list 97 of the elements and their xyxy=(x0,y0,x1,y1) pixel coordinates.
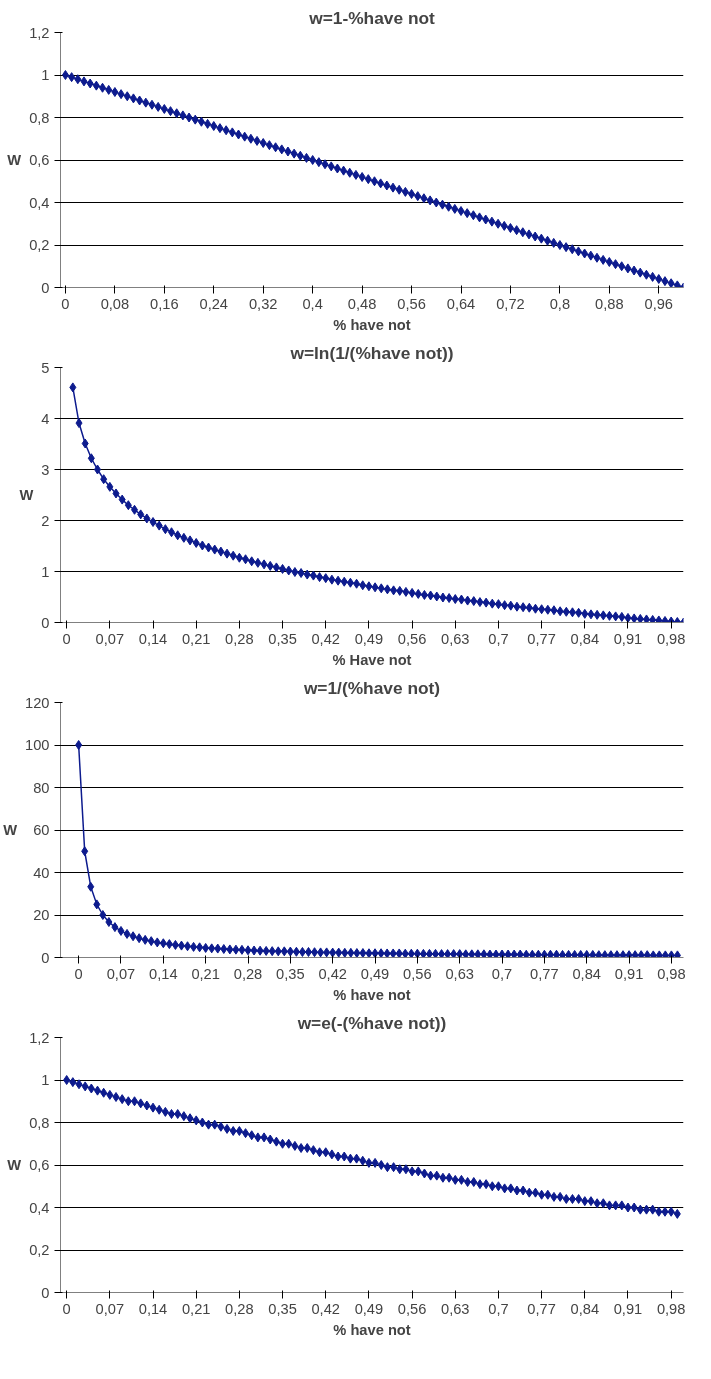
x-tick-label: 0,35 xyxy=(268,630,297,647)
y-tick-label: 20 xyxy=(33,907,50,923)
chart-title: w=ln(1/(%have not)) xyxy=(289,342,454,363)
y-tick-label: 3 xyxy=(41,461,50,478)
x-tick-label: 0,77 xyxy=(530,965,559,982)
y-axis-title: W xyxy=(19,487,34,503)
x-tick-label: 0,84 xyxy=(570,630,600,647)
y-axis-title: W xyxy=(7,152,22,168)
x-tick-label: 0,07 xyxy=(106,965,136,982)
x-tick-label: 0,14 xyxy=(138,630,168,647)
x-tick-label: 0,28 xyxy=(233,965,263,982)
x-tick-label: 0,14 xyxy=(138,1300,168,1317)
x-tick-label: 0,77 xyxy=(527,630,556,647)
x-tick-label: 0 xyxy=(62,630,71,647)
x-tick-label: 0,07 xyxy=(95,1300,125,1317)
y-tick-label: 0 xyxy=(41,1284,50,1301)
x-tick-label: 0,28 xyxy=(225,1300,254,1317)
y-tick-label: 0,4 xyxy=(29,1199,50,1216)
y-axis-title: W xyxy=(7,1157,22,1173)
y-tick-label: 0,8 xyxy=(29,109,50,126)
x-tick-label: 0,96 xyxy=(644,295,674,312)
y-tick-label: 1,2 xyxy=(29,24,50,41)
x-axis-title: % Have not xyxy=(332,651,412,668)
y-tick-label: 100 xyxy=(25,737,50,753)
y-tick-label: 60 xyxy=(33,822,50,838)
x-tick-label: 0,35 xyxy=(268,1300,297,1317)
y-tick-label: 4 xyxy=(41,410,50,427)
x-tick-label: 0,77 xyxy=(527,1300,556,1317)
x-tick-label: 0,56 xyxy=(397,295,426,312)
x-tick-label: 0,91 xyxy=(613,630,643,647)
x-tick-label: 0,8 xyxy=(549,295,571,312)
x-tick-label: 0,64 xyxy=(446,295,476,312)
x-tick-label: 0 xyxy=(74,965,83,982)
y-tick-label: 1,2 xyxy=(29,1029,50,1046)
x-tick-label: 0,21 xyxy=(191,965,220,982)
x-tick-label: 0,35 xyxy=(276,965,305,982)
y-tick-label: 0,2 xyxy=(29,1242,50,1258)
y-tick-label: 0 xyxy=(41,949,50,966)
x-tick-label: 0,88 xyxy=(595,295,624,312)
y-tick-label: 0,2 xyxy=(29,237,50,253)
y-tick-label: 2 xyxy=(41,512,50,529)
x-tick-label: 0,49 xyxy=(354,1300,384,1317)
x-axis-title: % have not xyxy=(333,1321,411,1338)
y-tick-label: 1 xyxy=(41,67,50,83)
x-tick-label: 0,28 xyxy=(225,630,254,647)
y-tick-label: 80 xyxy=(33,779,50,796)
y-tick-label: 5 xyxy=(41,359,50,376)
x-tick-label: 0,98 xyxy=(656,1300,686,1317)
x-tick-label: 0,08 xyxy=(100,295,130,312)
y-tick-label: 120 xyxy=(25,694,50,711)
y-tick-label: 0,4 xyxy=(29,194,50,211)
x-tick-label: 0,21 xyxy=(181,630,211,647)
y-tick-label: 0,6 xyxy=(29,1157,50,1173)
x-tick-label: 0,7 xyxy=(488,630,509,647)
x-tick-label: 0,21 xyxy=(181,1300,211,1317)
x-tick-label: 0,49 xyxy=(360,965,390,982)
y-tick-label: 0,8 xyxy=(29,1114,50,1131)
x-tick-label: 0 xyxy=(61,295,70,312)
x-tick-label: 0,4 xyxy=(302,295,323,312)
x-tick-label: 0,24 xyxy=(199,295,229,312)
x-tick-label: 0,56 xyxy=(403,965,432,982)
x-tick-label: 0,84 xyxy=(572,965,601,982)
x-tick-label: 0,16 xyxy=(150,295,179,312)
x-tick-label: 0,91 xyxy=(613,1300,643,1317)
y-tick-label: 1 xyxy=(41,563,50,580)
x-tick-label: 0,56 xyxy=(397,1300,427,1317)
x-tick-label: 0,63 xyxy=(445,965,474,982)
chart-title: w=1-%have not xyxy=(308,7,436,28)
x-tick-label: 0,98 xyxy=(657,965,686,982)
y-tick-label: 40 xyxy=(33,864,50,881)
x-tick-label: 0,7 xyxy=(491,965,513,982)
x-tick-label: 0,56 xyxy=(397,630,427,647)
y-tick-label: 0 xyxy=(41,279,50,296)
x-tick-label: 0,48 xyxy=(347,295,377,312)
chart-title: w=1/(%have not) xyxy=(302,677,441,698)
x-tick-label: 0,63 xyxy=(441,630,470,647)
x-tick-label: 0,91 xyxy=(614,965,644,982)
x-tick-label: 0,72 xyxy=(496,295,525,312)
x-tick-label: 0,42 xyxy=(311,630,341,647)
x-tick-label: 0,49 xyxy=(354,630,384,647)
x-axis-title: % have not xyxy=(333,986,411,1003)
y-axis-title: W xyxy=(3,822,18,838)
x-tick-label: 0,32 xyxy=(248,295,278,312)
chart-title: w=e(-(%have not)) xyxy=(296,1012,447,1033)
x-tick-label: 0,14 xyxy=(149,965,178,982)
x-tick-label: 0,42 xyxy=(311,1300,341,1317)
y-tick-label: 0,6 xyxy=(29,152,50,168)
x-tick-label: 0,7 xyxy=(488,1300,509,1317)
x-tick-label: 0,07 xyxy=(95,630,125,647)
y-tick-label: 0 xyxy=(41,614,50,631)
x-tick-label: 0,98 xyxy=(656,630,686,647)
x-tick-label: 0,84 xyxy=(570,1300,600,1317)
y-tick-label: 1 xyxy=(41,1072,50,1088)
x-tick-label: 0,42 xyxy=(318,965,347,982)
x-tick-label: 0,63 xyxy=(441,1300,470,1317)
x-tick-label: 0 xyxy=(62,1300,71,1317)
x-axis-title: % have not xyxy=(333,316,411,333)
